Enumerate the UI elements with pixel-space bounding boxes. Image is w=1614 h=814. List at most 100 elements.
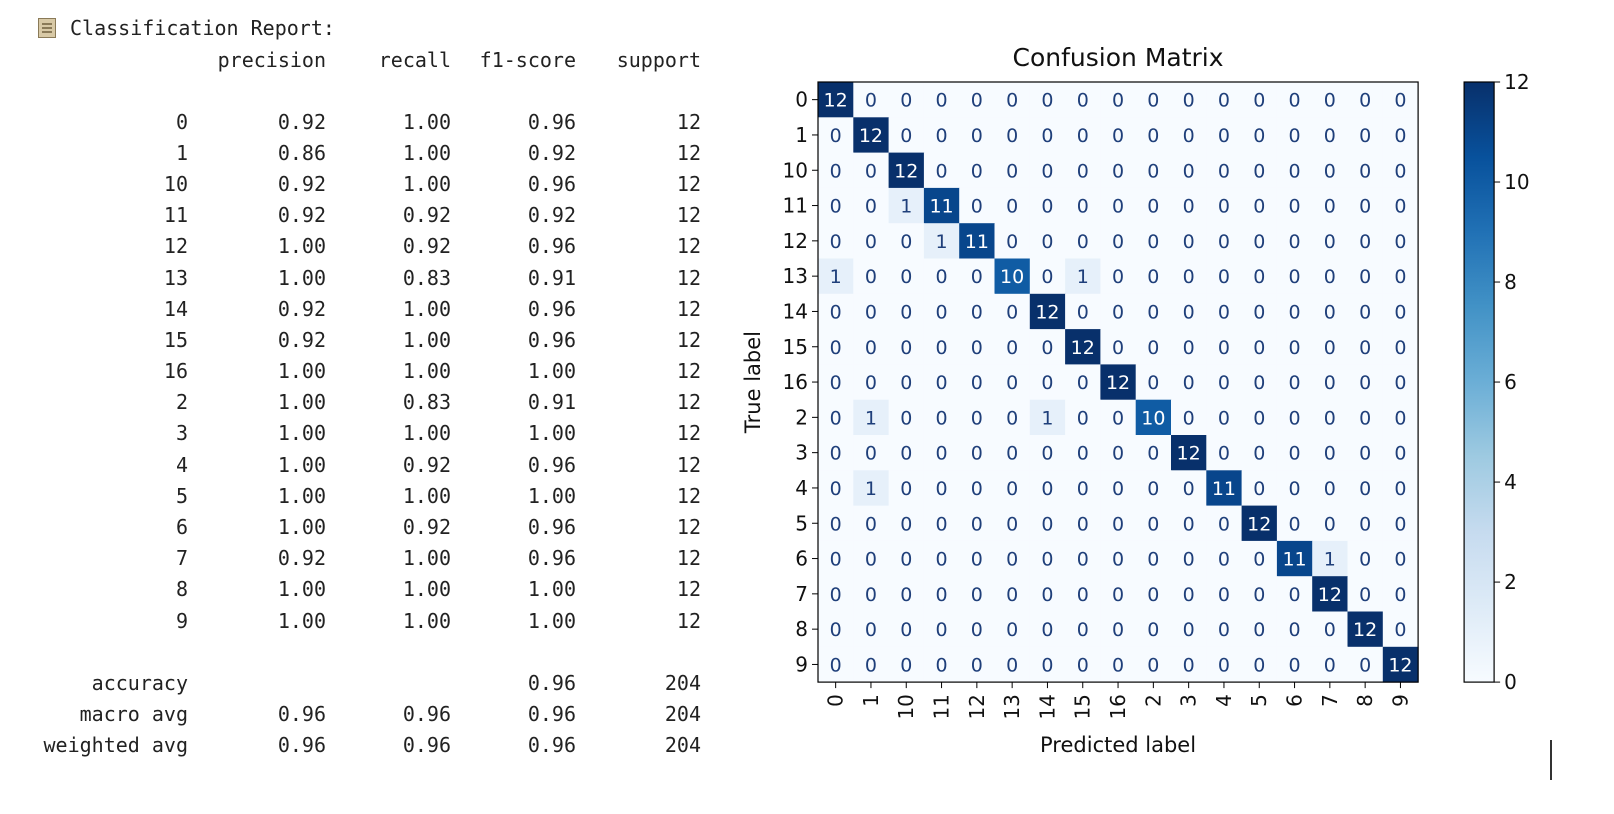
matrix-cell (1065, 540, 1101, 577)
matrix-cell (1347, 82, 1384, 118)
x-tick-label: 3 (1177, 694, 1201, 707)
cell-support: 12 (676, 359, 701, 384)
cell-value: 0 (971, 654, 983, 676)
cell-value: 0 (1112, 443, 1124, 465)
y-tick-label: 0 (795, 88, 808, 112)
cell-value: 0 (971, 266, 983, 288)
matrix-cell (1347, 470, 1384, 507)
cell-value: 0 (830, 443, 842, 465)
matrix-cell (1241, 646, 1278, 683)
cell-value: 0 (936, 337, 948, 359)
cell-value: 0 (1289, 513, 1301, 535)
cell-value: 11 (1212, 478, 1236, 500)
matrix-cell (1206, 540, 1243, 577)
cell-value: 0 (1041, 443, 1053, 465)
table-row: 12 1.00 0.92 0.96 12 (38, 231, 701, 262)
cell-value: 0 (936, 584, 948, 606)
report-body: 0 0.92 1.00 0.96 12 1 0.86 1.00 0.92 12 10 0.92 1.00… (38, 75, 702, 761)
cell-f1-score: 0.92 (527, 203, 576, 228)
matrix-cell (1029, 540, 1066, 577)
cell-value: 1 (1041, 407, 1053, 429)
matrix-cell (994, 117, 1031, 154)
cell-value: 0 (1147, 266, 1159, 288)
cell-value: 0 (1006, 337, 1018, 359)
matrix-cell (1029, 470, 1066, 507)
cell-value: 12 (894, 160, 918, 182)
matrix-cell (1241, 435, 1278, 471)
matrix-cell (1206, 152, 1243, 189)
cell-recall: 1.00 (402, 608, 451, 633)
matrix-cell (1100, 293, 1137, 330)
matrix-cell (1312, 611, 1348, 648)
table-row: 16 1.00 1.00 1.00 12 (38, 356, 701, 387)
cell-value: 0 (1006, 301, 1018, 323)
matrix-cell (1382, 505, 1419, 542)
x-tick-label: 16 (1106, 694, 1130, 719)
cell-precision: 1.00 (277, 390, 326, 415)
cell-recall: 1.00 (402, 483, 451, 508)
cell-value: 0 (1289, 266, 1301, 288)
cell-precision: 1.00 (277, 265, 326, 290)
cell-support: 12 (676, 421, 701, 446)
matrix-cell (1171, 576, 1207, 612)
cell-value: 0 (936, 160, 948, 182)
cell-support: 12 (676, 452, 701, 477)
matrix-cell (1347, 293, 1384, 330)
cell-value: 0 (865, 654, 877, 676)
cell-value: 0 (1359, 196, 1371, 218)
cell-value: 0 (1394, 266, 1406, 288)
cell-recall: 1.00 (402, 546, 451, 571)
cell-value: 0 (1359, 372, 1371, 394)
matrix-cell (1276, 646, 1313, 683)
cell-recall: 1.00 (402, 577, 451, 602)
matrix-cell (1065, 152, 1101, 189)
cell-value: 0 (1183, 549, 1195, 571)
matrix-cell (1100, 540, 1137, 577)
table-row: 13 1.00 0.83 0.91 12 (38, 262, 701, 293)
table-row: 15 0.92 1.00 0.96 12 (38, 324, 701, 355)
matrix-cell (1135, 399, 1172, 436)
matrix-cell (853, 576, 890, 612)
cell-value: 0 (936, 266, 948, 288)
matrix-cell (1171, 152, 1207, 189)
matrix-cell (959, 82, 995, 118)
cell-value: 0 (971, 337, 983, 359)
cell-value: 0 (1253, 90, 1265, 112)
colorbar-tick-label: 0 (1504, 670, 1517, 694)
matrix-cell (853, 611, 890, 648)
cell-support: 12 (676, 265, 701, 290)
matrix-cell (1241, 470, 1278, 507)
x-tick-label: 4 (1212, 694, 1236, 707)
cell-value: 0 (1041, 90, 1053, 112)
cell-value: 0 (900, 231, 912, 253)
matrix-cell (1029, 152, 1066, 189)
matrix-cell (1382, 117, 1419, 154)
cell-value: 0 (1041, 231, 1053, 253)
matrix-cell (1206, 364, 1243, 401)
matrix-cell (888, 505, 925, 542)
matrix-cell (1312, 329, 1348, 365)
matrix-cell (1382, 435, 1419, 471)
cell-value: 0 (1077, 654, 1089, 676)
cell-value: 0 (865, 90, 877, 112)
matrix-cell (1206, 470, 1243, 507)
cell-value: 11 (929, 196, 953, 218)
cell-value: 0 (1077, 301, 1089, 323)
cell-value: 0 (1041, 584, 1053, 606)
cell-value: 0 (865, 549, 877, 571)
cell-recall: 1.00 (402, 296, 451, 321)
cell-support: 12 (676, 515, 701, 540)
matrix-cell (1276, 152, 1313, 189)
cell-value: 0 (1324, 266, 1336, 288)
matrix-cell (1241, 152, 1278, 189)
matrix-cell (1382, 329, 1419, 365)
matrix-cell (1029, 611, 1066, 648)
matrix-cell (1241, 540, 1278, 577)
cell-f1-score: 0.96 (527, 296, 576, 321)
cell-value: 0 (900, 478, 912, 500)
cell-value: 0 (1218, 513, 1230, 535)
cell-value: 0 (1394, 619, 1406, 641)
cell-value: 0 (830, 337, 842, 359)
header-support: support (616, 47, 701, 72)
cell-value: 0 (1359, 654, 1371, 676)
